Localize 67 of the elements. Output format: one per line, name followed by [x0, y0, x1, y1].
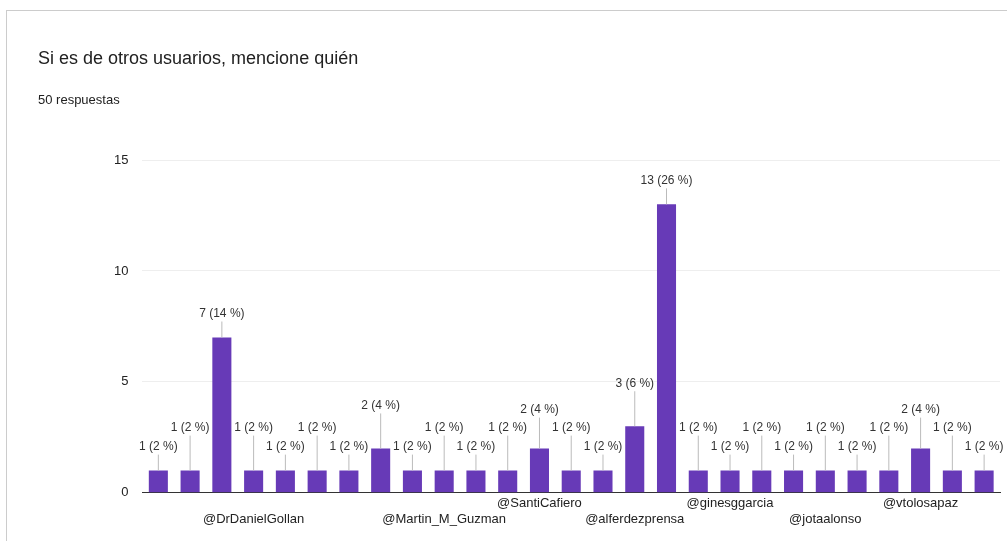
bar [402, 470, 422, 493]
data-label: 1 (2 %) [805, 419, 845, 434]
data-label: 1 (2 %) [869, 419, 909, 434]
bar [148, 470, 168, 493]
bar [466, 470, 486, 493]
data-label: 2 (4 %) [520, 401, 559, 416]
bar [434, 470, 454, 493]
x-tick-label: @ginesggarcia [686, 495, 775, 511]
data-label: 1 (2 %) [170, 419, 210, 434]
x-tick-label: @jotaalonso [789, 510, 862, 526]
data-label: 1 (2 %) [488, 419, 528, 434]
bar [720, 470, 740, 493]
bar [498, 470, 518, 493]
bar [815, 470, 835, 493]
bar [180, 470, 200, 493]
x-tick-label: @DrDanielGollan [202, 510, 305, 526]
data-label: 1 (2 %) [678, 419, 718, 434]
data-label: 1 (2 %) [933, 419, 972, 434]
bar [656, 204, 677, 493]
data-label: 1 (2 %) [329, 438, 369, 453]
bar [593, 470, 613, 493]
data-label: 1 (2 %) [837, 438, 877, 453]
data-label: 1 (2 %) [456, 438, 496, 453]
data-label: 3 (6 %) [615, 375, 655, 390]
data-label: 1 (2 %) [551, 419, 591, 434]
y-tick-label: 0 [121, 484, 129, 500]
bar [212, 337, 232, 493]
data-label: 1 (2 %) [424, 419, 464, 434]
bar [688, 470, 708, 493]
bar [371, 448, 391, 493]
bar [942, 470, 962, 493]
data-label: 1 (2 %) [297, 419, 337, 434]
bar [307, 470, 327, 493]
x-tick-label: @Martin_M_Guzman [382, 510, 507, 526]
bar [625, 426, 645, 493]
data-label: 13 (26 %) [640, 172, 693, 187]
x-tick-label: @SantiCafiero [497, 495, 582, 511]
bar [879, 470, 899, 493]
bar [974, 470, 994, 493]
x-tick-label: @alferdezprensa [585, 510, 686, 526]
bar [847, 470, 867, 493]
y-tick-label: 5 [121, 373, 129, 389]
y-tick-label: 15 [113, 151, 129, 167]
bar [244, 470, 264, 493]
data-label: 1 (2 %) [742, 419, 782, 434]
data-label: 2 (4 %) [361, 397, 401, 412]
data-label: 1 (2 %) [710, 438, 750, 453]
y-tick-label: 10 [113, 262, 129, 278]
bar [561, 470, 581, 493]
bar [529, 448, 549, 493]
bar [339, 470, 359, 493]
data-label: 1 (2 %) [139, 438, 178, 453]
data-label: 1 (2 %) [774, 438, 813, 453]
data-label: 7 (14 %) [199, 305, 245, 320]
bar [784, 470, 804, 493]
data-label: 1 (2 %) [234, 419, 273, 434]
bar [752, 470, 772, 493]
data-label: 1 (2 %) [964, 438, 1004, 453]
data-label: 1 (2 %) [393, 438, 432, 453]
chart-title: Si es de otros usuarios, mencione quién [38, 48, 359, 69]
x-tick-label: @vtolosapaz [882, 495, 959, 511]
data-label: 1 (2 %) [583, 438, 623, 453]
chart-subtitle: 50 respuestas [38, 92, 120, 107]
bar [911, 448, 931, 493]
data-label: 2 (4 %) [901, 401, 940, 416]
data-label: 1 (2 %) [266, 438, 305, 453]
bar [275, 470, 295, 493]
